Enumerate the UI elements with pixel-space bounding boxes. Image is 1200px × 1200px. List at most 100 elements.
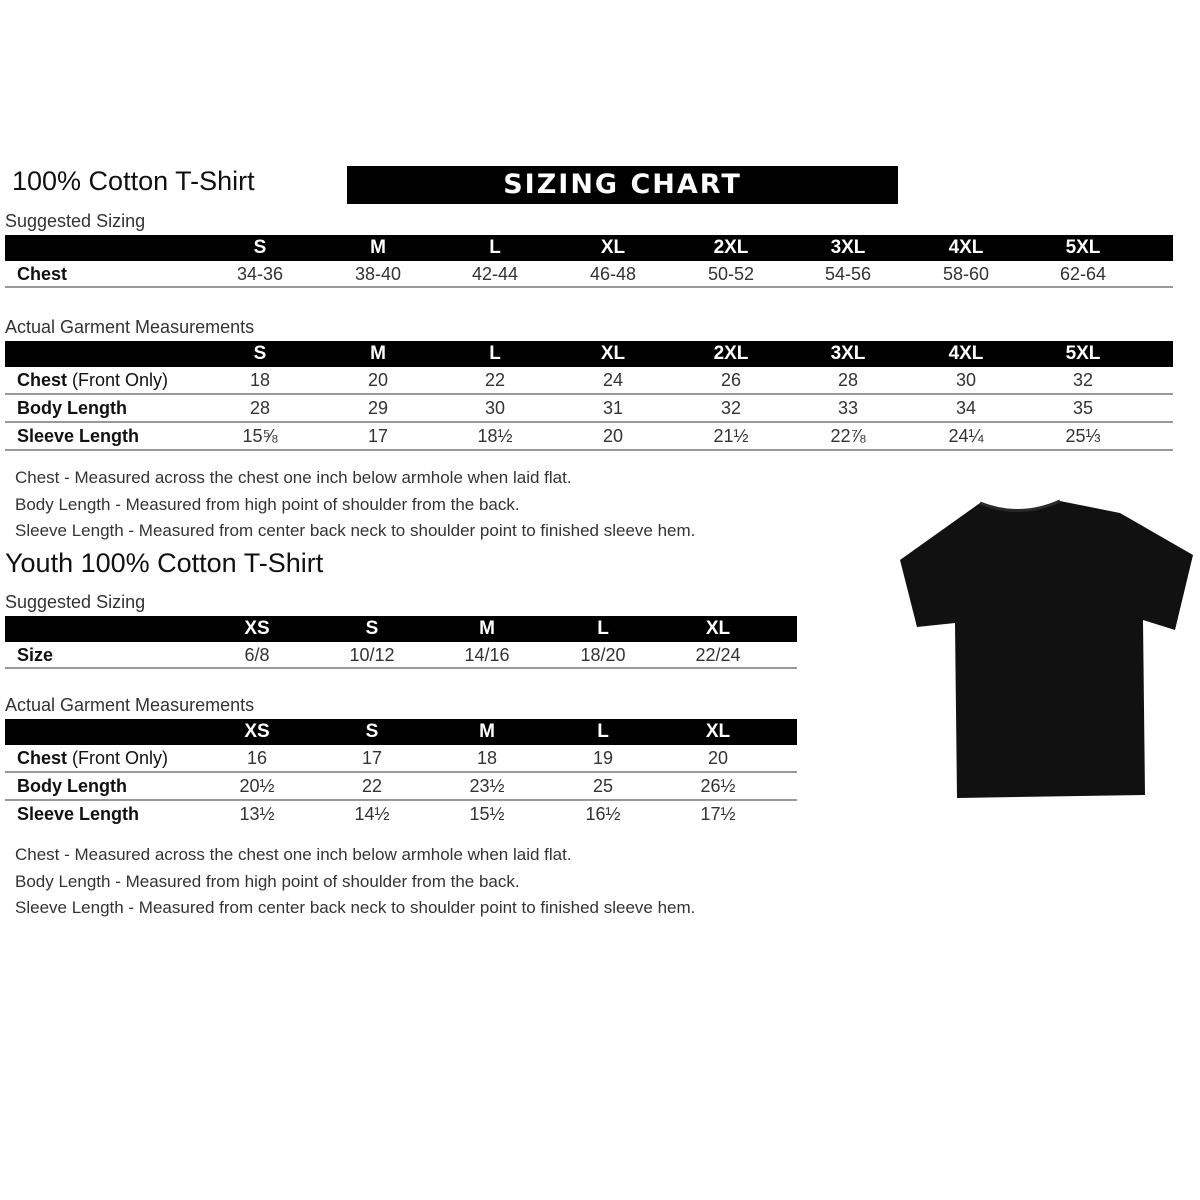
table-cell: 24¼	[948, 426, 984, 446]
note-line: Body Length - Measured from high point o…	[15, 871, 520, 891]
table-cell: 14½	[354, 804, 390, 824]
sizing-chart-banner: SIZING CHART	[347, 166, 898, 204]
row-label-note: (Front Only)	[67, 748, 169, 768]
table-cell: 33	[837, 398, 859, 418]
table-cell: 15⅝	[242, 426, 278, 446]
row-label-text: Sleeve Length	[17, 426, 140, 446]
table-cell: 30	[955, 370, 977, 390]
row-label: Body Length	[17, 398, 127, 419]
row-label-text: Body Length	[17, 776, 127, 796]
table-cell: 6/8	[244, 645, 270, 665]
table-row: Sleeve Length 13½ 14½ 15½ 16½ 17½	[5, 801, 797, 829]
row-label-text: Chest	[17, 370, 68, 390]
adult-suggested-header: S M L XL 2XL 3XL 4XL 5XL	[5, 235, 1173, 261]
tshirt-shape	[900, 501, 1193, 798]
table-cell: 20	[707, 748, 729, 768]
size-header: L	[489, 237, 501, 258]
table-cell: 24	[602, 370, 624, 390]
table-cell: 21½	[713, 426, 749, 446]
size-header: L	[597, 721, 609, 742]
table-row: Body Length 20½ 22 23½ 25 26½	[5, 773, 797, 801]
tshirt-image	[900, 499, 1193, 798]
row-divider	[5, 286, 1173, 288]
row-label: Chest (Front Only)	[17, 370, 168, 391]
note-line: Sleeve Length - Measured from center bac…	[15, 521, 696, 540]
note-line: Sleeve Length - Measured from center bac…	[15, 898, 696, 917]
row-label: Sleeve Length	[17, 804, 139, 825]
table-cell: 30	[484, 398, 506, 418]
adult-suggested-label: Suggested Sizing	[5, 211, 146, 231]
table-cell: 34	[955, 398, 977, 418]
row-label: Body Length	[17, 776, 127, 797]
row-divider	[5, 393, 1173, 395]
table-cell: 42-44	[471, 264, 519, 284]
row-label-text: Sleeve Length	[17, 804, 140, 824]
table-cell: 22	[484, 370, 506, 390]
table-cell: 19	[592, 748, 614, 768]
table-cell: 10/12	[349, 645, 395, 665]
table-cell: 26	[720, 370, 742, 390]
table-cell: 28	[837, 370, 859, 390]
youth-actual-label: Actual Garment Measurements	[5, 695, 255, 715]
table-row: Chest (Front Only) 16 17 18 19 20	[5, 745, 797, 773]
row-label: Size	[17, 645, 53, 666]
size-header: S	[253, 237, 267, 258]
table-row: Body Length 28 29 30 31 32 33 34 35	[5, 395, 1173, 423]
table-row: Sleeve Length 15⅝ 17 18½ 20 21½ 22⅞ 24¼ 25⅓	[5, 423, 1173, 451]
size-header: 4XL	[948, 343, 984, 364]
size-header: L	[597, 618, 609, 639]
table-cell: 13½	[239, 804, 275, 824]
adult-actual-label: Actual Garment Measurements	[5, 317, 255, 337]
table-cell: 38-40	[354, 264, 402, 284]
table-cell: 18	[476, 748, 498, 768]
table-cell: 28	[249, 398, 271, 418]
table-cell: 22⅞	[830, 426, 866, 446]
youth-suggested-label: Suggested Sizing	[5, 592, 146, 612]
adult-title: 100% Cotton T-Shirt	[12, 166, 255, 196]
youth-actual-header: XS S M L XL	[5, 719, 797, 745]
table-cell: 50-52	[707, 264, 755, 284]
table-cell: 31	[602, 398, 624, 418]
row-label-text: Chest	[17, 264, 68, 284]
size-header: M	[370, 343, 386, 364]
row-label: Chest	[17, 264, 67, 285]
size-header: M	[479, 618, 495, 639]
table-cell: 58-60	[942, 264, 990, 284]
table-cell: 29	[367, 398, 389, 418]
size-header: 5XL	[1065, 237, 1101, 258]
note-line: Chest - Measured across the chest one in…	[15, 468, 572, 487]
row-divider	[5, 449, 1173, 451]
table-cell: 16	[246, 748, 268, 768]
table-cell: 35	[1072, 398, 1094, 418]
table-cell: 18/20	[580, 645, 626, 665]
row-label: Sleeve Length	[17, 426, 139, 447]
table-cell: 18½	[477, 426, 513, 446]
row-divider	[5, 771, 797, 773]
table-cell: 46-48	[589, 264, 637, 284]
row-label: Chest (Front Only)	[17, 748, 168, 769]
size-header: S	[365, 721, 379, 742]
table-cell: 20	[367, 370, 389, 390]
size-header: XL	[705, 721, 731, 742]
row-divider	[5, 667, 797, 669]
table-cell: 15½	[469, 804, 505, 824]
table-cell: 17	[367, 426, 389, 446]
table-cell: 22	[361, 776, 383, 796]
size-header: S	[253, 343, 267, 364]
table-cell: 32	[720, 398, 742, 418]
table-cell: 23½	[469, 776, 505, 796]
size-header: XL	[600, 343, 626, 364]
row-label-text: Chest	[17, 748, 68, 768]
size-header: 5XL	[1065, 343, 1101, 364]
youth-suggested-header: XS S M L XL	[5, 616, 797, 642]
row-divider	[5, 421, 1173, 423]
table-row: Chest (Front Only) 18 20 22 24 26 28 30 32	[5, 367, 1173, 395]
row-label-note: (Front Only)	[67, 370, 169, 390]
note-line: Body Length - Measured from high point o…	[15, 494, 520, 514]
row-label-text: Size	[17, 645, 54, 665]
table-cell: 32	[1072, 370, 1094, 390]
size-header: L	[489, 343, 501, 364]
table-cell: 26½	[700, 776, 736, 796]
size-header: 2XL	[713, 237, 749, 258]
